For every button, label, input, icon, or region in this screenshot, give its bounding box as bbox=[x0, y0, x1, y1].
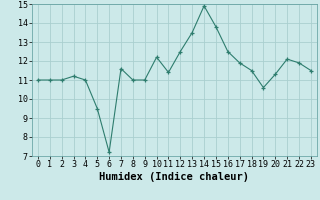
X-axis label: Humidex (Indice chaleur): Humidex (Indice chaleur) bbox=[100, 172, 249, 182]
